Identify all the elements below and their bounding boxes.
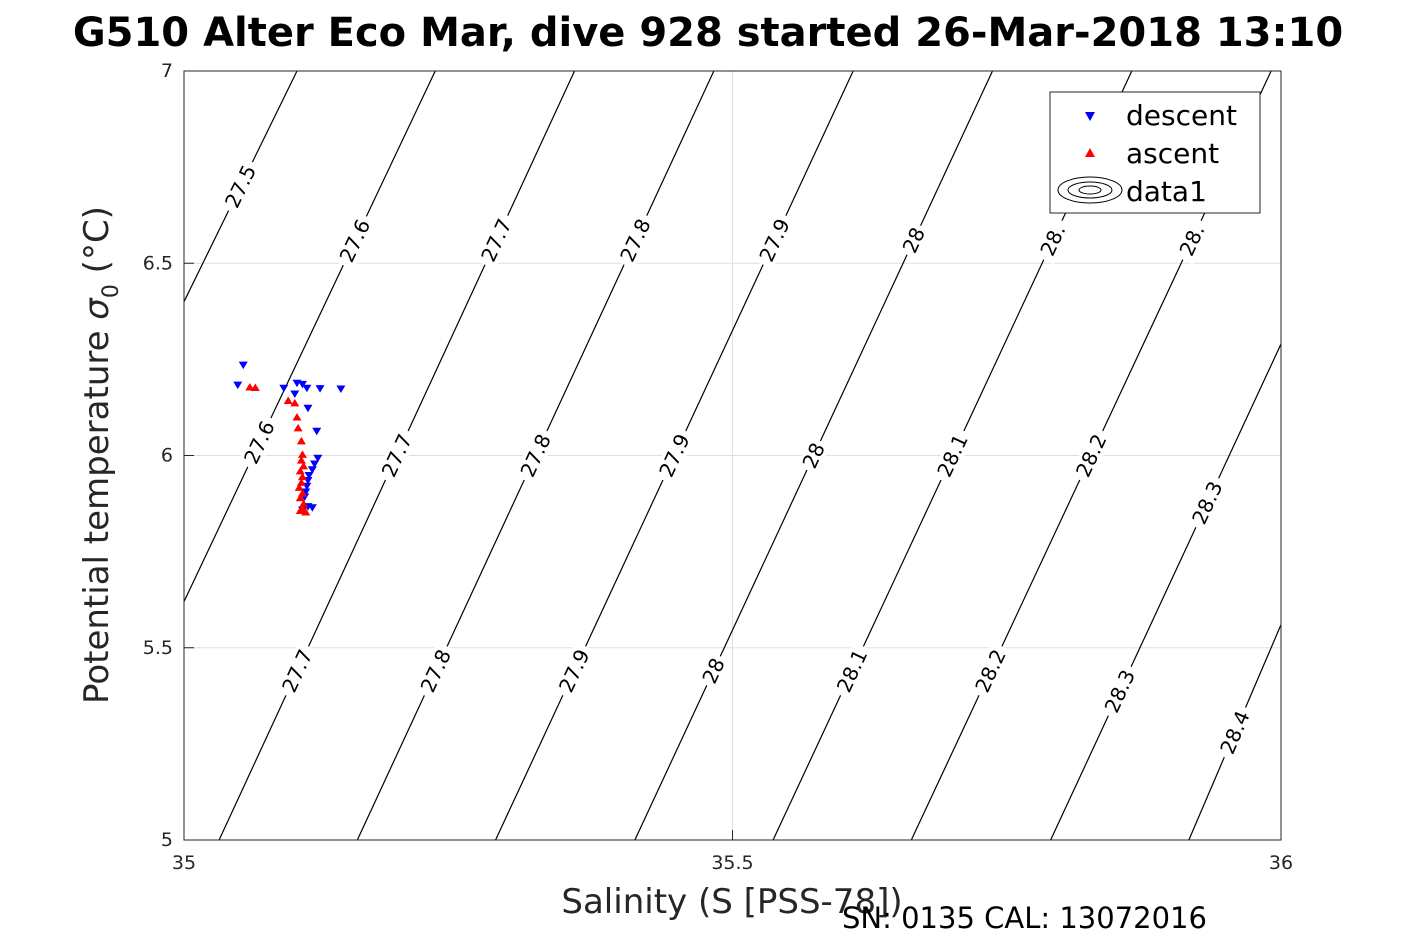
y-axis-label: Potential temperature σ0 (°C) [77,206,124,704]
contour-label-background [1033,216,1072,265]
descent-point [307,466,317,474]
descent-point [310,460,320,468]
x-axis-label: Salinity (S [PSS-78]) [561,882,902,922]
contour-label-background [275,641,319,700]
descent-point [297,380,307,389]
legend: descent ascent data1 [1049,91,1261,214]
contour-label-background [1185,473,1229,532]
descent-point [303,404,313,413]
descent-point [336,385,346,393]
y-axis-label-symbol: σ [77,297,117,320]
ascent-point [245,383,255,391]
ascent-point [290,398,300,407]
contour-label-background [830,641,874,700]
isopycnal-line [1050,343,1282,841]
descent-point [304,471,314,480]
calibration-footer: SN: 0135 CAL: 13072016 [842,901,1207,935]
descent-point [279,384,289,393]
descent-point [301,488,311,497]
ascent-point [293,423,303,432]
descent-point [302,384,312,393]
contour-label-background [796,436,831,475]
ascent-point [296,456,306,464]
y-axis-label-text: Potential temperature [77,320,117,704]
ascent-point [250,383,260,391]
contour-label-background [897,221,931,260]
x-tick-label: 36 [1269,852,1293,874]
contour-label-background [614,211,657,270]
ascent-point [299,499,309,508]
ascent-point [292,413,302,421]
descent-point [312,427,322,436]
legend-ascent-label: ascent [1126,137,1219,170]
data-points [233,361,346,516]
contour-label-background [475,211,518,270]
contour-label-background [969,641,1012,700]
contour-label-background [333,211,377,270]
descent-point [313,454,323,463]
ascent-point [283,396,293,405]
y-tick-label: 6.5 [143,252,173,274]
contour-label-background [237,413,281,472]
ascent-point [294,483,304,491]
y-axis-label-subscript: 0 [99,284,124,298]
y-axis-label-unit: (°C) [77,206,117,284]
axis-ticks: 35 35.5 36 5 5.5 6 6.5 7 [143,60,1293,874]
legend-ascent-marker [1085,148,1095,157]
contour-label-background [552,641,596,700]
y-tick-label: 5 [161,829,173,851]
contour-label-background [414,641,458,700]
x-tick-label: 35 [172,852,196,874]
isopycnal-line [183,70,436,602]
legend-data1-contour-icon [1057,176,1123,204]
legend-descent-marker [1085,112,1095,121]
ascent-point [296,436,306,445]
legend-descent-label: descent [1126,99,1237,132]
x-tick-label: 35.5 [711,852,753,874]
ascent-point [295,506,305,514]
descent-point [238,361,248,370]
y-tick-label: 7 [161,60,173,82]
contour-label-group: 28.2 [969,641,1012,700]
contour-label-background [1098,662,1142,721]
contour-label-background [514,426,557,485]
chart-title: G510 Alter Eco Mar, dive 928 started 26-… [73,10,1343,56]
contour-label-group: 28. [1172,216,1212,265]
contour-label-background [1069,426,1113,485]
descent-point [315,385,325,393]
contour-label-background [218,157,263,216]
ascent-point [297,450,307,458]
legend-box [1049,91,1261,214]
ascent-point [299,461,309,470]
ascent-point [295,493,305,502]
ascent-point [297,472,307,481]
contour-label-background [1172,216,1212,265]
descent-point [233,381,243,390]
legend-data1-label: data1 [1126,175,1207,208]
ascent-point [295,466,305,475]
contour-label-background [652,426,696,485]
descent-point [307,504,317,512]
contour-label-background [753,211,796,270]
contour-label-background [931,426,974,485]
contour-label-background [1214,703,1256,762]
y-tick-label: 6 [161,445,173,467]
contour-label-background [375,426,419,485]
descent-point [290,390,300,398]
y-tick-label: 5.5 [143,637,173,659]
contour-label-background [696,651,731,690]
